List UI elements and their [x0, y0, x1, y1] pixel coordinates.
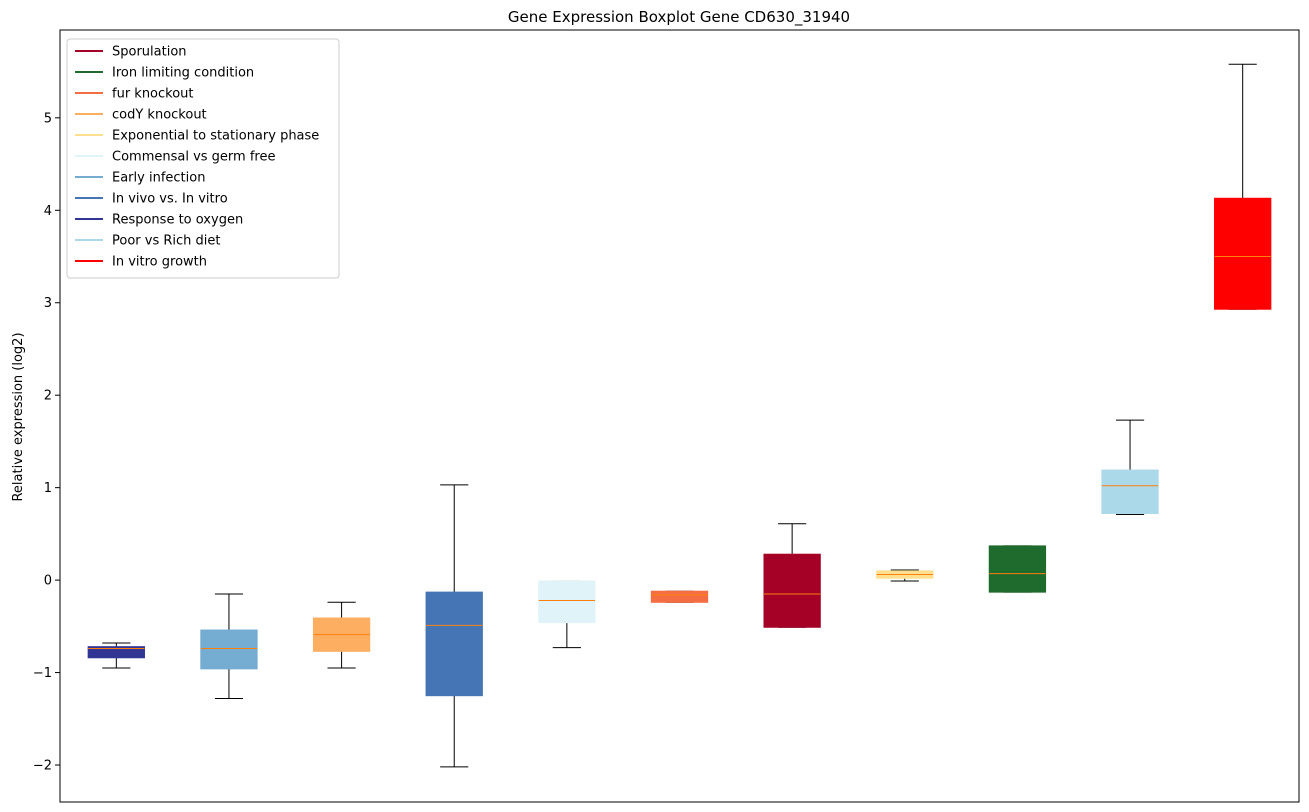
y-tick-label: 0 [44, 574, 52, 589]
y-tick-label: −1 [33, 666, 52, 681]
legend-label: Commensal vs germ free [112, 150, 275, 165]
box-6 [650, 590, 709, 603]
legend-label: Iron limiting condition [112, 66, 254, 81]
boxes [87, 63, 1272, 768]
legend-frame [66, 38, 340, 279]
y-tick-label: 1 [44, 481, 52, 496]
legend-label: Response to oxygen [112, 213, 243, 228]
box-body [87, 646, 145, 659]
legend-label: In vitro growth [112, 255, 207, 270]
legend-label: Sporulation [112, 45, 187, 60]
box-8 [876, 569, 934, 582]
y-tick-label: 3 [44, 296, 52, 311]
legend-label: Early infection [112, 171, 205, 186]
box-1 [87, 642, 145, 669]
box-3 [312, 601, 371, 669]
box-body [425, 591, 483, 697]
box-5 [538, 580, 596, 649]
box-body [650, 590, 709, 603]
box-body [988, 545, 1047, 593]
y-tick-label: 5 [44, 111, 52, 126]
plot-frame [59, 29, 1300, 803]
box-11 [1214, 63, 1272, 310]
legend-label: fur knockout [112, 87, 194, 102]
box-7 [763, 523, 821, 628]
box-4 [425, 484, 483, 768]
box-body [538, 580, 596, 624]
chart-title: Gene Expression Boxplot Gene CD630_31940 [508, 8, 850, 27]
legend-label: codY knockout [112, 108, 207, 123]
y-axis: −2 −1 0 1 2 3 4 5 [33, 111, 60, 774]
y-tick-label: 2 [44, 389, 52, 404]
box-body [1101, 469, 1159, 515]
box-10 [1101, 419, 1159, 515]
box-body [763, 553, 821, 628]
box-2 [200, 593, 258, 699]
y-axis-label: Relative expression (log2) [11, 332, 26, 501]
legend: Sporulation Iron limiting condition fur kn… [66, 38, 340, 279]
y-tick-label: −2 [33, 759, 52, 774]
y-tick-label: 4 [44, 204, 52, 219]
legend-label: Poor vs Rich diet [112, 234, 220, 249]
box-body [200, 629, 258, 670]
box-9 [988, 545, 1047, 593]
legend-label: In vivo vs. In vitro [112, 192, 228, 207]
box-body [1214, 197, 1272, 310]
legend-label: Exponential to stationary phase [112, 129, 319, 144]
